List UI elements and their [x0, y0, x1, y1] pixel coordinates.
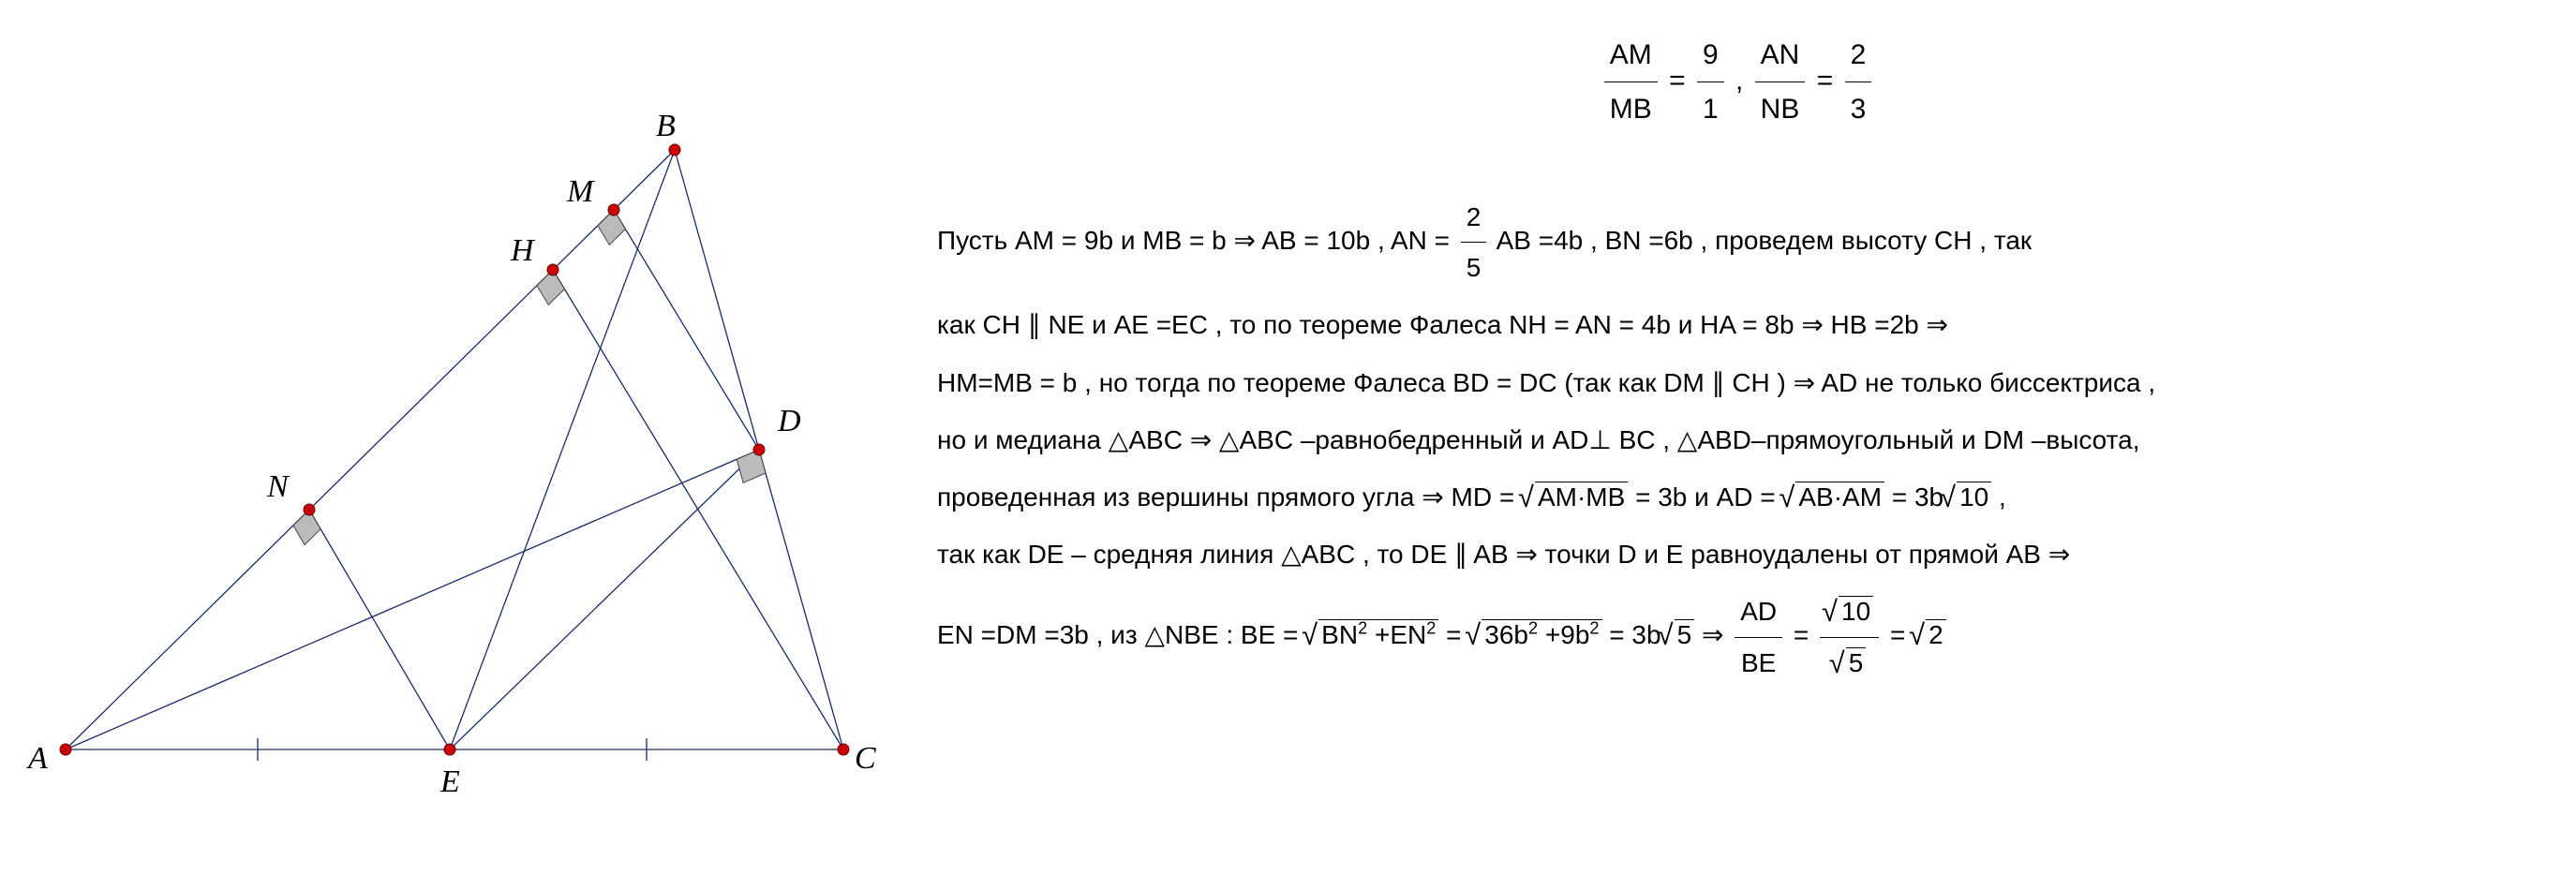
sqrt-rad: BN2 +EN2: [1318, 619, 1438, 649]
svg-text:B: B: [656, 109, 676, 143]
svg-text:D: D: [777, 404, 801, 438]
sqrt-rad: AB·AM: [1795, 482, 1884, 512]
line-3: HM=MB = b , но тогда по теореме Фалеса B…: [937, 358, 2539, 408]
line-5: проведенная из вершины прямого угла ⇒ MD…: [937, 472, 2539, 522]
frac-2: 2: [1845, 28, 1872, 82]
sqrt-rad: 5: [1846, 647, 1867, 677]
txt: HM=MB = b , но тогда по теореме Фалеса B…: [937, 368, 2155, 397]
txt: ⇒: [1702, 620, 1731, 649]
txt: AB =4b , BN =6b , проведем высоту CH , т…: [1496, 226, 2033, 255]
svg-text:E: E: [439, 764, 460, 799]
sqrt-rad: 10: [1839, 596, 1873, 626]
frac-n: 10: [1820, 586, 1879, 637]
sup: 2: [1589, 619, 1599, 638]
svg-text:A: A: [26, 741, 48, 776]
svg-text:C: C: [855, 741, 876, 776]
eq-sign-2: =: [1817, 65, 1841, 96]
txt: как CH ∥ NE и AE =EC , то по теореме Фал…: [937, 310, 1948, 339]
frac-3: 3: [1845, 82, 1872, 136]
svg-text:N: N: [266, 469, 290, 504]
txt: 36b: [1484, 620, 1528, 649]
sup: 2: [1528, 619, 1538, 638]
txt: проведенная из вершины прямого угла ⇒ MD…: [937, 482, 1522, 512]
txt: EN =DM =3b , из △NBE : BE =: [937, 620, 1305, 649]
frac-d: BE: [1735, 638, 1782, 688]
line-4: но и медиана △ABC ⇒ △ABC –равнобедренный…: [937, 415, 2539, 465]
sqrt-rad: AM·MB: [1535, 482, 1628, 512]
sqrt-rad: 5: [1675, 619, 1695, 649]
line-1: Пусть AM = 9b и MB = b ⇒ AB = 10b , AN =…: [937, 192, 2539, 292]
sqrt-rad: 36b2 +9b2: [1482, 619, 1601, 649]
frac-AN: AN: [1755, 28, 1806, 82]
txt: = 3b: [1609, 620, 1660, 649]
sup: 2: [1358, 619, 1367, 638]
svg-text:M: M: [566, 174, 595, 209]
line-7: EN =DM =3b , из △NBE : BE = BN2 +EN2 = 3…: [937, 586, 2539, 687]
diagram-svg: A E C B MH N D: [0, 0, 900, 890]
txt: Пусть AM = 9b и MB = b ⇒ AB = 10b , AN =: [937, 226, 1457, 255]
frac-n: AD: [1735, 586, 1782, 637]
frac-NB: NB: [1755, 82, 1806, 136]
frac-d: 5: [1820, 638, 1879, 688]
comma: ,: [1735, 65, 1751, 96]
sup: 2: [1426, 619, 1436, 638]
frac-9: 9: [1697, 28, 1724, 82]
frac-d: 5: [1461, 243, 1487, 292]
frac-AM: AM: [1604, 28, 1658, 82]
frac-1: 1: [1697, 82, 1724, 136]
txt: +EN: [1367, 620, 1426, 649]
txt: = 3b: [1892, 482, 1943, 512]
line-2: как CH ∥ NE и AE =EC , то по теореме Фал…: [937, 300, 2539, 349]
txt: но и медиана △ABC ⇒ △ABC –равнобедренный…: [937, 425, 2140, 454]
txt: BN: [1321, 620, 1358, 649]
solution-text: AMMB = 91 , ANNB = 23 Пусть AM = 9b и MB…: [900, 0, 2576, 890]
txt: ,: [1999, 482, 2006, 512]
eq-sign: =: [1669, 65, 1686, 96]
frac-MB: MB: [1604, 82, 1658, 136]
txt: =: [1794, 620, 1816, 649]
txt: = 3b и AD =: [1635, 482, 1776, 512]
txt: так как DE – средняя линия △ABC , то DE …: [937, 540, 2070, 569]
given-ratios: AMMB = 91 , ANNB = 23: [937, 19, 2539, 136]
frac-n: 2: [1461, 192, 1487, 243]
sqrt-rad: 2: [1926, 619, 1946, 649]
line-6: так как DE – средняя линия △ABC , то DE …: [937, 529, 2539, 579]
txt: +9b: [1538, 620, 1589, 649]
svg-text:H: H: [510, 233, 536, 268]
geometry-diagram: A E C B MH N D: [0, 0, 900, 890]
sqrt-rad: 10: [1957, 482, 1991, 512]
